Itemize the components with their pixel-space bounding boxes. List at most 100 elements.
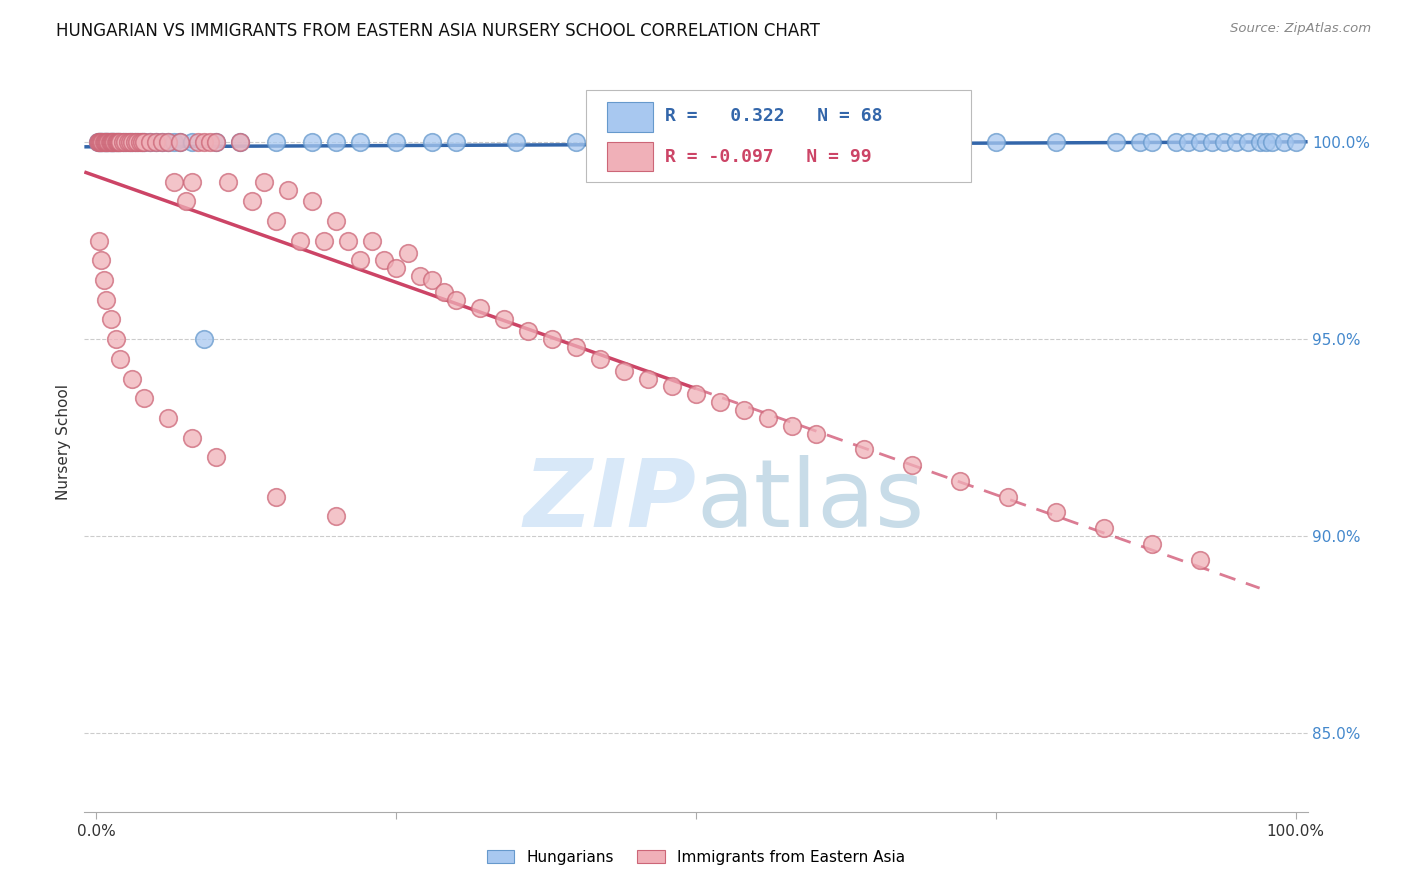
Point — [685, 387, 707, 401]
Point — [187, 135, 209, 149]
Point — [420, 273, 443, 287]
Point — [145, 135, 167, 149]
Point — [1188, 135, 1211, 149]
Point — [181, 135, 204, 149]
Point — [756, 411, 779, 425]
Point — [301, 135, 323, 149]
Point — [96, 135, 118, 149]
Point — [94, 293, 117, 307]
Point — [1272, 135, 1295, 149]
Point — [121, 135, 143, 149]
Point — [264, 135, 287, 149]
Point — [105, 135, 128, 149]
Point — [157, 135, 180, 149]
Point — [865, 135, 887, 149]
Point — [121, 371, 143, 385]
Point — [468, 301, 491, 315]
Point — [128, 135, 150, 149]
Point — [134, 391, 156, 405]
Point — [101, 135, 124, 149]
Point — [1092, 521, 1115, 535]
Point — [93, 135, 117, 149]
Point — [103, 135, 125, 149]
Point — [229, 135, 252, 149]
Point — [1045, 505, 1067, 519]
Point — [163, 175, 186, 189]
Point — [1105, 135, 1128, 149]
Point — [150, 135, 173, 149]
Point — [100, 312, 122, 326]
Point — [337, 234, 360, 248]
Point — [97, 135, 120, 149]
Point — [385, 261, 408, 276]
Point — [1129, 135, 1152, 149]
Point — [1201, 135, 1223, 149]
Point — [91, 135, 114, 149]
Point — [107, 135, 129, 149]
Point — [157, 135, 180, 149]
Point — [157, 411, 180, 425]
Y-axis label: Nursery School: Nursery School — [56, 384, 72, 500]
FancyBboxPatch shape — [586, 90, 972, 183]
Point — [373, 253, 395, 268]
Point — [150, 135, 173, 149]
Point — [121, 135, 143, 149]
Point — [110, 135, 132, 149]
Point — [205, 135, 228, 149]
Point — [118, 135, 141, 149]
Point — [101, 135, 124, 149]
Point — [1225, 135, 1247, 149]
Point — [494, 312, 516, 326]
Point — [94, 135, 117, 149]
Point — [396, 245, 419, 260]
Point — [104, 135, 127, 149]
Point — [420, 135, 443, 149]
Point — [131, 135, 153, 149]
Point — [93, 135, 115, 149]
Point — [565, 340, 588, 354]
Point — [565, 135, 588, 149]
Point — [97, 135, 120, 149]
Point — [127, 135, 149, 149]
Point — [134, 135, 156, 149]
Point — [349, 253, 371, 268]
Point — [901, 458, 924, 472]
Point — [193, 135, 215, 149]
Text: ZIP: ZIP — [523, 455, 696, 547]
Point — [90, 135, 112, 149]
Point — [98, 135, 121, 149]
Point — [89, 135, 111, 149]
Point — [200, 135, 222, 149]
Point — [385, 135, 408, 149]
Point — [949, 474, 972, 488]
Point — [541, 332, 564, 346]
Point — [1140, 537, 1163, 551]
Point — [290, 234, 312, 248]
Point — [637, 371, 659, 385]
Point — [107, 135, 129, 149]
Point — [139, 135, 162, 149]
Point — [127, 135, 149, 149]
Point — [205, 135, 228, 149]
Point — [804, 135, 827, 149]
Point — [139, 135, 162, 149]
Point — [229, 135, 252, 149]
Point — [314, 234, 336, 248]
Legend: Hungarians, Immigrants from Eastern Asia: Hungarians, Immigrants from Eastern Asia — [481, 844, 911, 871]
Point — [589, 351, 612, 366]
Point — [925, 135, 948, 149]
Point — [100, 135, 122, 149]
Point — [100, 135, 122, 149]
Point — [93, 135, 117, 149]
Bar — [606, 103, 654, 132]
Point — [89, 135, 111, 149]
Point — [1188, 552, 1211, 566]
Point — [240, 194, 263, 209]
Point — [444, 135, 467, 149]
Bar — [606, 142, 654, 171]
Point — [110, 351, 132, 366]
Point — [780, 418, 803, 433]
Point — [87, 135, 110, 149]
Point — [505, 135, 527, 149]
Point — [1212, 135, 1234, 149]
